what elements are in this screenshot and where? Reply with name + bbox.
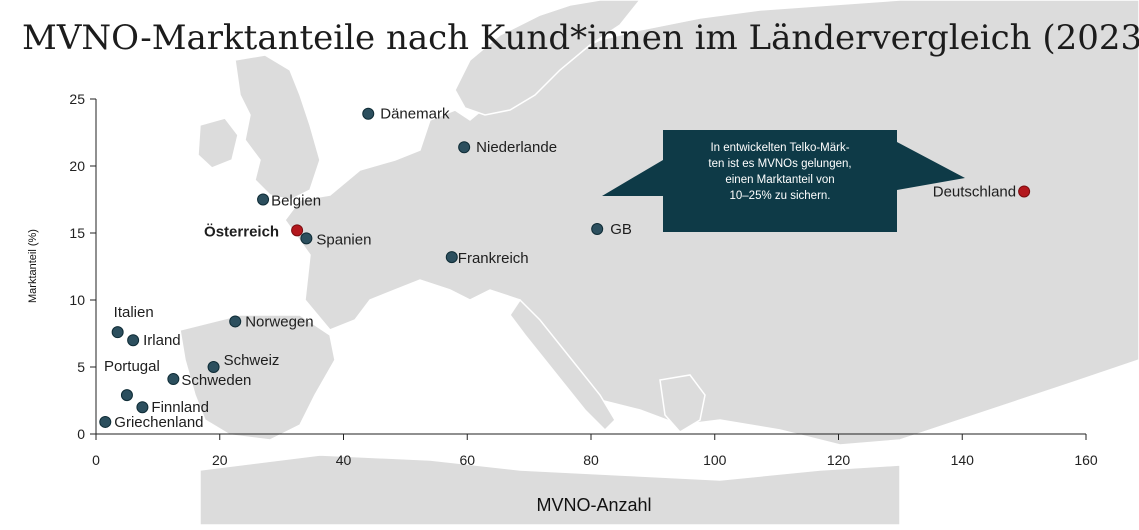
data-point — [257, 193, 270, 206]
x-tick-label: 80 — [583, 452, 599, 468]
data-label: Irland — [143, 332, 181, 349]
x-tick-label: 120 — [827, 452, 851, 468]
data-point — [229, 315, 242, 328]
data-label: Dänemark — [380, 106, 450, 123]
callout-line: ten ist es MVNOs gelungen, — [708, 158, 852, 170]
y-tick-label: 10 — [69, 292, 85, 308]
callout-line: 10–25% zu sichern. — [729, 190, 831, 202]
y-tick-label: 15 — [69, 225, 85, 241]
y-tick-label: 5 — [77, 359, 85, 375]
x-tick-label: 20 — [212, 452, 228, 468]
data-label: Schweden — [181, 372, 251, 389]
data-point — [99, 415, 112, 428]
x-tick-label: 160 — [1074, 452, 1098, 468]
x-axis-label: MVNO-Anzahl — [536, 495, 651, 515]
data-point — [445, 251, 458, 264]
data-label: Spanien — [316, 231, 371, 248]
data-point — [1018, 185, 1031, 198]
x-tick-label: 60 — [459, 452, 475, 468]
data-label: Niederlande — [476, 139, 557, 156]
x-tick-label: 100 — [703, 452, 727, 468]
data-point — [127, 334, 140, 347]
y-tick-label: 25 — [69, 91, 85, 107]
data-label: Italien — [114, 304, 154, 321]
data-point — [207, 361, 220, 373]
data-point — [136, 401, 149, 414]
data-point — [458, 141, 471, 154]
data-label: Griechenland — [114, 414, 203, 431]
callout-text: In entwickelten Telko-Märk- ten ist es M… — [663, 140, 897, 204]
map-iberia — [179, 314, 336, 441]
y-tick-label: 0 — [77, 426, 85, 442]
data-point — [362, 107, 375, 120]
map-greece — [659, 374, 706, 433]
callout-box — [602, 130, 965, 232]
background-map — [179, 0, 1139, 526]
callout-line: In entwickelten Telko-Märk- — [710, 142, 850, 154]
data-point — [167, 373, 180, 386]
data-label: Portugal — [104, 358, 160, 375]
data-label: Deutschland — [933, 183, 1016, 200]
data-point — [591, 222, 604, 235]
map-scandinavia — [454, 0, 641, 116]
y-tick-label: 20 — [69, 158, 85, 174]
map-britain — [234, 54, 321, 201]
data-label: Frankreich — [458, 250, 529, 267]
data-label: Belgien — [271, 193, 321, 210]
points-layer: Dänemark Niederlande Deutschland Belgien Öst… — [99, 106, 1031, 431]
x-tick-label: 140 — [951, 452, 975, 468]
data-label: Norwegen — [245, 313, 313, 330]
axes: 0 20 40 60 80 100 120 140 160 0 5 10 15 20 25 MVNO-Anza… — [27, 91, 1098, 515]
map-ireland — [197, 117, 239, 169]
data-label: Schweiz — [224, 352, 280, 369]
chart-title: MVNO-Marktanteile nach Kund*innen im Län… — [22, 18, 1139, 58]
map-italy — [509, 298, 616, 432]
data-label: GB — [610, 221, 632, 238]
data-label: Österreich — [204, 223, 279, 240]
data-point — [300, 232, 313, 245]
y-axis-label: Marktanteil (%) — [27, 229, 39, 303]
x-tick-label: 0 — [92, 452, 100, 468]
callout-line: einen Marktanteil von — [725, 174, 835, 186]
data-point — [291, 224, 304, 237]
data-point — [111, 326, 124, 339]
data-label: Finnland — [151, 399, 209, 416]
x-tick-label: 40 — [336, 452, 352, 468]
data-point — [120, 389, 133, 402]
